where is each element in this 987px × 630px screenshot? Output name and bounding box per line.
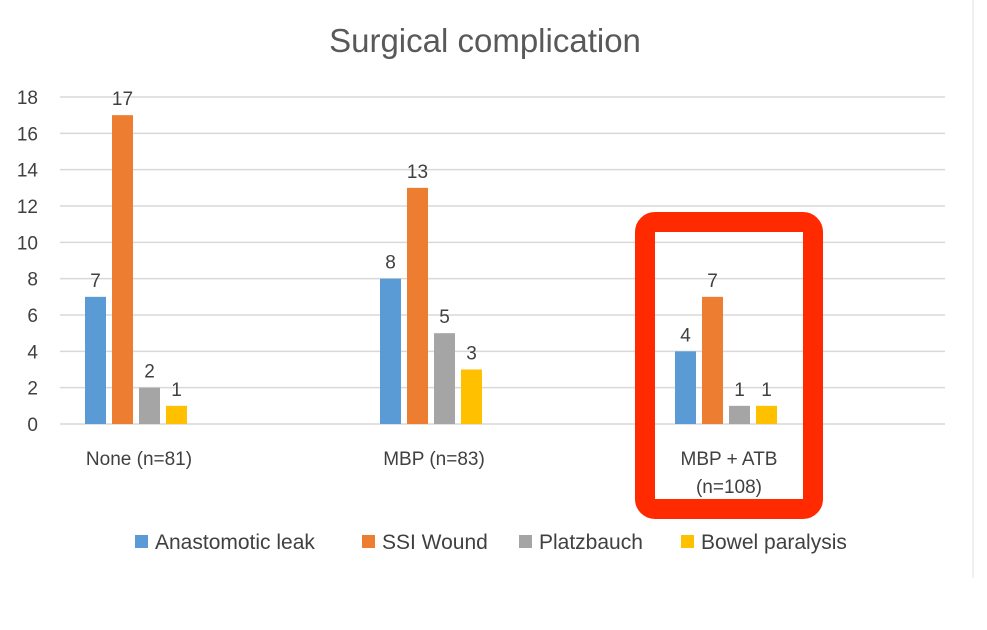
data-label: 7 [90,271,101,292]
bar [85,296,106,424]
legend: Anastomotic leak SSI Wound Platzbauch Bowel… [135,531,847,554]
bar [139,387,160,424]
y-axis-ticks: 0 2 4 6 8 10 12 14 16 18 [17,88,39,436]
bar [461,369,482,424]
bar [756,405,777,424]
data-label: 8 [385,253,396,274]
y-tick-label: 4 [27,342,38,363]
bar [434,333,455,424]
legend-label: Anastomotic leak [155,531,315,554]
data-label: 5 [439,307,450,328]
y-tick-label: 8 [27,270,38,291]
legend-swatch [681,535,694,548]
chart-title: Surgical complication [329,22,641,59]
bar [675,351,696,424]
data-label: 17 [112,89,133,110]
y-tick-label: 10 [17,233,38,254]
category-label: MBP + ATB (n=108) [681,449,778,498]
legend-label: Platzbauch [539,531,643,554]
highlight-box [635,212,823,519]
bar [702,296,723,424]
bar [380,278,401,424]
y-tick-label: 12 [17,197,38,218]
data-label: 4 [680,325,691,346]
category-label: MBP (n=83) [383,449,485,470]
data-label: 2 [144,362,155,383]
gridlines [60,96,945,425]
bars [85,115,777,425]
legend-swatch [362,535,375,548]
highlight-rectangle [635,212,823,519]
bar [407,187,428,424]
data-label: 3 [466,344,477,365]
category-labels: None (n=81) MBP (n=83) MBP + ATB (n=108) [86,449,778,498]
y-tick-label: 0 [27,415,38,436]
legend-swatch [519,535,532,548]
data-label: 1 [761,380,772,401]
y-tick-label: 18 [17,88,38,109]
legend-swatch [135,535,148,548]
category-label: None (n=81) [86,449,192,470]
bar [729,405,750,424]
y-tick-label: 6 [27,306,38,327]
bar [112,115,133,425]
legend-label: Bowel paralysis [701,531,847,554]
y-tick-label: 14 [17,161,39,182]
legend-label: SSI Wound [382,531,488,554]
y-tick-label: 2 [27,379,38,400]
data-label: 7 [707,271,718,292]
y-tick-label: 16 [17,124,38,145]
bar [166,405,187,424]
data-label: 1 [734,380,745,401]
data-label: 13 [407,162,428,183]
data-label: 1 [171,380,182,401]
